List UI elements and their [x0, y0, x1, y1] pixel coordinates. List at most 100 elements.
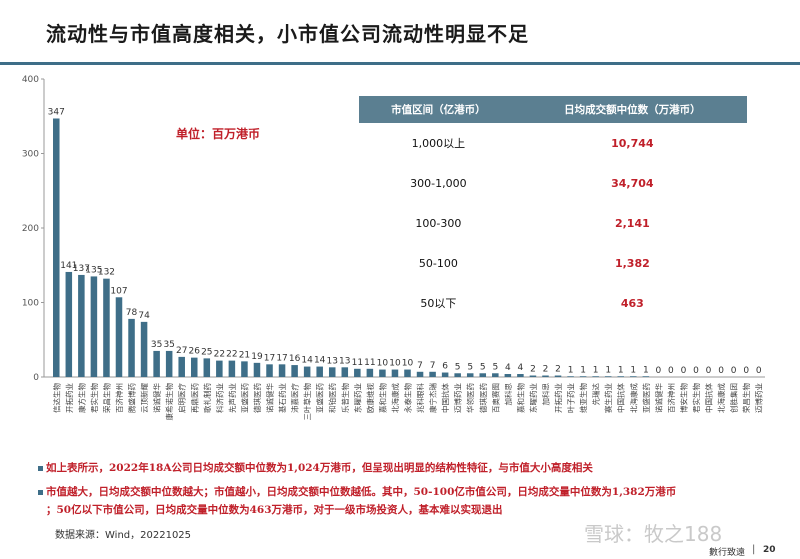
category-label: 先声药业: [227, 383, 237, 413]
range-cell: 1,000以上: [411, 137, 466, 150]
table-row: 100-300 2,141: [359, 203, 747, 243]
bar-value-label: 0: [731, 366, 737, 376]
category-label: 亚盛医药: [641, 383, 651, 413]
bar: [504, 374, 512, 377]
title-rule: [0, 62, 800, 65]
bar: [354, 368, 361, 377]
bar: [316, 366, 323, 377]
bar-value-label: 5: [492, 362, 498, 372]
category-label: 乐普生物: [340, 383, 350, 413]
category-label: 沛嘉医疗: [290, 383, 300, 413]
note-2: 市值越大，日均成交额中位数越大；市值越小，日均成交额中位数越低。其中，50-10…: [46, 486, 677, 498]
table-row: 1,000以上 10,744: [359, 123, 747, 163]
category-label: 君实生物: [89, 383, 99, 413]
category-label: 中国抗体: [616, 383, 626, 413]
bar-value-label: 17: [276, 353, 287, 363]
bar-value-label: 14: [301, 356, 313, 366]
footer-separator: |: [752, 544, 756, 555]
bar-value-label: 22: [214, 350, 225, 360]
footer-brand: 數行致遠: [709, 548, 746, 558]
category-label: 先瑞达: [591, 383, 601, 406]
bar-value-label: 2: [530, 365, 536, 375]
category-label: 中国抗体: [440, 383, 450, 413]
page-number: 20: [763, 545, 776, 555]
bar-value-label: 11: [352, 358, 363, 368]
bar: [253, 362, 261, 377]
bar: [78, 274, 85, 377]
bar-value-label: 10: [402, 359, 414, 369]
bar-value-label: 5: [467, 362, 473, 372]
category-label: 再鼎医药: [189, 383, 199, 413]
data-source: 数据来源：Wind，20221025: [55, 530, 192, 541]
category-label: 荣昌生物: [741, 383, 751, 413]
value-cell: 463: [620, 296, 644, 310]
bar-value-label: 10: [377, 359, 389, 369]
category-label: 康希诺生物: [164, 383, 174, 421]
bar: [278, 364, 286, 377]
bar-value-label: 78: [126, 308, 138, 318]
bar: [103, 278, 110, 377]
bar: [454, 373, 461, 377]
bar: [266, 364, 273, 377]
category-label: 开拓药业: [553, 383, 563, 413]
bar: [341, 367, 349, 377]
category-label: 诺诚健华: [152, 383, 162, 413]
category-label: 赛生药业: [603, 383, 613, 413]
bar-value-label: 1: [605, 365, 611, 375]
category-label: 东曜药业: [528, 383, 538, 413]
category-label: 维亚生物: [578, 383, 588, 413]
bar-value-label: 1: [630, 365, 636, 375]
bar-value-label: 74: [138, 311, 150, 321]
category-label: 基石药业: [277, 383, 287, 413]
bar: [404, 369, 411, 377]
market-cap-table: 市值区间（亿港币） 日均成交额中位数（万港币） 1,000以上 10,744 30…: [359, 96, 747, 323]
category-label: 迈博药业: [754, 383, 764, 413]
bar-value-label: 5: [480, 362, 486, 372]
bar: [165, 350, 173, 377]
bar-chart: 0100200300400347信达生物141开拓药业137康方生物135君实生…: [22, 75, 765, 421]
bar-value-label: 2: [555, 365, 561, 375]
bar-value-label: 0: [693, 366, 699, 376]
bar: [291, 365, 298, 377]
bar-value-label: 0: [743, 366, 749, 376]
bar-value-label: 347: [48, 107, 65, 117]
bar: [617, 376, 625, 377]
bar-value-label: 137: [73, 264, 90, 274]
bar: [554, 375, 562, 377]
bar-value-label: 21: [239, 350, 250, 360]
bar: [203, 358, 211, 377]
bar: [328, 367, 336, 377]
bar-value-label: 0: [706, 366, 712, 376]
category-label: 欧康维视: [365, 383, 375, 413]
category-label: 亚盛医药: [315, 383, 325, 413]
slide-title: 流动性与市值高度相关，小市值公司流动性明显不足: [46, 22, 529, 46]
category-label: 百济神州: [114, 383, 124, 413]
category-label: 百奥赛图: [490, 383, 500, 413]
note-1: 如上表所示，2022年18A公司日均成交额中位数为1,024万港币，但呈现出明显…: [46, 462, 593, 474]
category-label: 启明医疗: [177, 383, 187, 413]
value-cell: 1,382: [614, 256, 650, 270]
category-label: 北海康成: [628, 383, 638, 413]
bar: [642, 376, 650, 377]
bar: [579, 376, 587, 377]
value-cell: 10,744: [611, 136, 654, 150]
range-cell: 50以下: [420, 297, 457, 310]
y-tick-label: 200: [22, 224, 39, 234]
bar: [604, 376, 612, 377]
bar-value-label: 1: [643, 365, 649, 375]
bar: [65, 271, 73, 377]
bar-value-label: 26: [189, 347, 201, 357]
bar-value-label: 11: [364, 358, 375, 368]
bar-value-label: 135: [85, 265, 102, 275]
bar-value-label: 7: [417, 361, 423, 371]
bar: [241, 361, 248, 377]
bar-value-label: 1: [580, 365, 586, 375]
bar: [90, 276, 98, 377]
note-bullet: [38, 466, 43, 471]
bar: [630, 376, 637, 377]
table-header-range: 市值区间（亿港币）: [359, 96, 518, 123]
bar: [441, 372, 449, 377]
bar: [592, 376, 599, 377]
bar: [492, 373, 499, 377]
bar-value-label: 2: [543, 365, 549, 375]
